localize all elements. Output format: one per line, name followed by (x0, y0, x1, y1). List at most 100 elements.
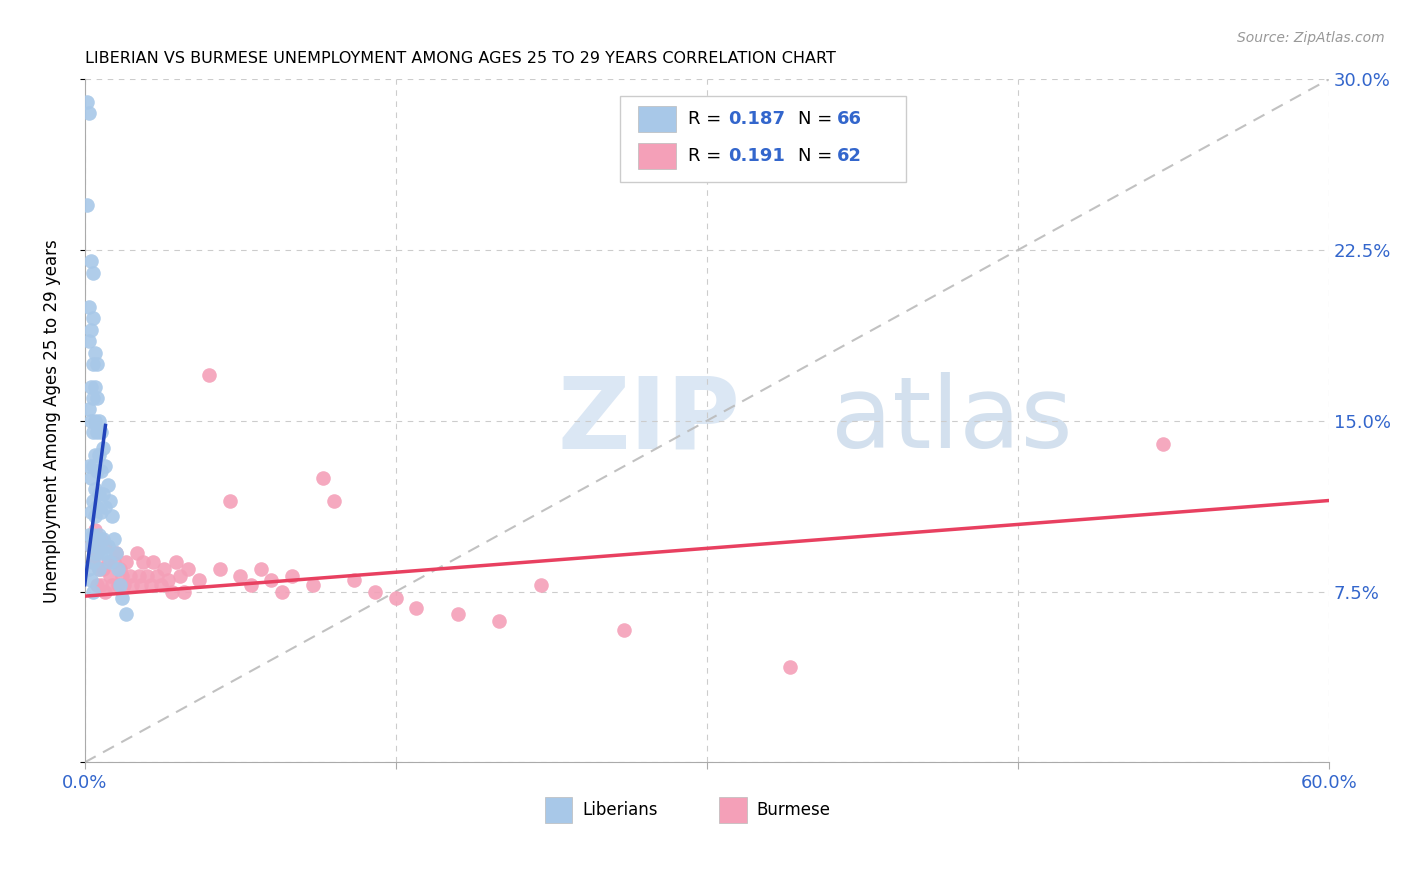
Text: N =: N = (797, 110, 838, 128)
Bar (638, 106, 676, 132)
Point (139, 578, 162, 592)
Point (152, 562, 174, 576)
Point (77, 402, 100, 417)
Point (80, 254, 103, 268)
Point (165, 555, 187, 569)
Point (104, 546, 127, 560)
Point (82, 459, 104, 474)
Point (90, 505, 112, 519)
FancyBboxPatch shape (620, 96, 905, 182)
Point (80, 414, 103, 428)
Text: Liberians: Liberians (582, 801, 658, 819)
Point (84, 380, 107, 394)
Point (76, 197, 98, 211)
Point (84, 523, 107, 537)
Point (98, 568, 121, 582)
Point (80, 539, 103, 553)
Point (125, 546, 148, 560)
Point (84, 482, 107, 496)
Point (82, 357, 104, 371)
Point (89, 562, 111, 576)
Point (90, 425, 112, 440)
Point (129, 578, 152, 592)
Point (229, 568, 252, 582)
Y-axis label: Unemployment Among Ages 25 to 29 years: Unemployment Among Ages 25 to 29 years (44, 239, 60, 603)
Point (84, 345, 107, 359)
Point (173, 584, 195, 599)
Point (94, 546, 117, 560)
Text: R =: R = (688, 110, 727, 128)
Point (93, 441, 115, 455)
Point (80, 505, 103, 519)
Point (82, 311, 104, 326)
Point (384, 591, 406, 606)
Point (80, 539, 103, 553)
Text: atlas: atlas (831, 372, 1073, 469)
Point (103, 555, 125, 569)
Point (84, 448, 107, 462)
Point (82, 527, 104, 541)
Point (160, 584, 183, 599)
Bar (720, 797, 747, 823)
Point (111, 568, 134, 582)
Point (301, 578, 323, 592)
Point (82, 391, 104, 405)
Point (1152, 436, 1174, 450)
Point (239, 578, 262, 592)
Point (100, 578, 122, 592)
Point (89, 448, 111, 462)
Point (86, 357, 108, 371)
Point (77, 459, 100, 474)
Point (120, 568, 142, 582)
Point (208, 562, 231, 576)
Text: LIBERIAN VS BURMESE UNEMPLOYMENT AMONG AGES 25 TO 29 YEARS CORRELATION CHART: LIBERIAN VS BURMESE UNEMPLOYMENT AMONG A… (84, 51, 835, 66)
Point (94, 539, 117, 553)
Point (488, 614, 510, 628)
Point (96, 477, 118, 491)
Point (93, 562, 115, 576)
Point (364, 584, 387, 599)
Point (94, 584, 117, 599)
Point (86, 500, 108, 515)
Text: ZIP: ZIP (557, 372, 741, 469)
Point (94, 459, 117, 474)
Point (77, 106, 100, 120)
Point (82, 555, 104, 569)
Point (260, 573, 283, 587)
Point (90, 533, 112, 547)
Point (218, 493, 240, 508)
Text: Burmese: Burmese (756, 801, 831, 819)
Point (82, 493, 104, 508)
Point (198, 368, 221, 383)
Point (115, 607, 138, 622)
Point (107, 578, 129, 592)
Point (281, 568, 304, 582)
Point (77, 334, 100, 348)
Point (405, 600, 427, 615)
Point (82, 584, 104, 599)
Point (82, 266, 104, 280)
Point (96, 555, 118, 569)
Point (530, 578, 553, 592)
Point (80, 573, 103, 587)
Text: Source: ZipAtlas.com: Source: ZipAtlas.com (1237, 31, 1385, 45)
Point (312, 471, 335, 485)
Point (84, 509, 107, 524)
Point (80, 380, 103, 394)
Point (82, 425, 104, 440)
Point (250, 562, 273, 576)
Point (142, 555, 165, 569)
Point (270, 584, 292, 599)
Point (90, 578, 112, 592)
Point (146, 568, 169, 582)
Point (86, 425, 108, 440)
Point (322, 493, 344, 508)
Point (76, 95, 98, 109)
Point (86, 546, 108, 560)
Point (89, 527, 111, 541)
Point (108, 562, 131, 576)
Point (128, 568, 150, 582)
Point (104, 546, 127, 560)
Point (93, 533, 115, 547)
Bar (546, 797, 572, 823)
